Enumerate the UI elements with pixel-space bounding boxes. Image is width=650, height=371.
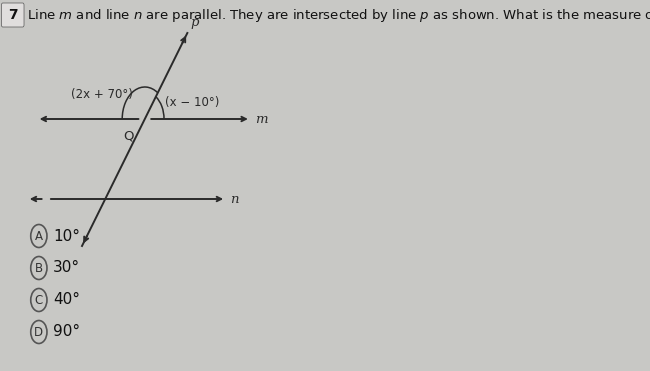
Text: 90°: 90° bbox=[53, 325, 80, 339]
Text: 7: 7 bbox=[8, 8, 18, 22]
Text: D: D bbox=[34, 325, 44, 338]
Text: 30°: 30° bbox=[53, 260, 80, 276]
Text: A: A bbox=[35, 230, 43, 243]
Text: (x − 10°): (x − 10°) bbox=[164, 96, 219, 109]
Text: 10°: 10° bbox=[53, 229, 80, 243]
Text: B: B bbox=[35, 262, 43, 275]
Text: Q: Q bbox=[124, 129, 134, 142]
Text: m: m bbox=[255, 112, 268, 125]
Text: n: n bbox=[230, 193, 239, 206]
Text: (2x + 70°): (2x + 70°) bbox=[71, 88, 133, 101]
Text: C: C bbox=[34, 293, 43, 306]
FancyBboxPatch shape bbox=[1, 3, 24, 27]
Text: 40°: 40° bbox=[53, 292, 80, 308]
Text: Line $m$ and line $n$ are parallel. They are intersected by line $p$ as shown. W: Line $m$ and line $n$ are parallel. They… bbox=[27, 7, 650, 23]
Text: p: p bbox=[190, 16, 199, 29]
